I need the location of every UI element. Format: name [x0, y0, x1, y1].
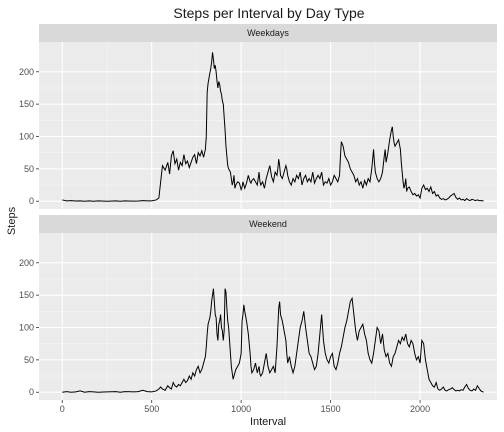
y-tick-label: 100 [19, 132, 34, 142]
y-tick-label: 200 [19, 258, 34, 268]
y-tick-label: 150 [19, 290, 34, 300]
y-tick-label: 0 [29, 387, 34, 397]
y-tick-label: 100 [19, 323, 34, 333]
series-line [62, 52, 484, 202]
y-tick-label: 150 [19, 99, 34, 109]
y-tick-labels: 0 50 100 150 200 [19, 258, 39, 397]
x-tick-label: 0 [60, 404, 65, 414]
y-tick-labels: 0 50 100 150 200 [19, 67, 39, 206]
x-tick-label: 2000 [410, 404, 430, 414]
y-tick-label: 50 [24, 355, 34, 365]
facet-panel-weekend: Weekend 0 50 100 150 200 [19, 215, 497, 400]
facet-strip-label: Weekend [249, 219, 287, 229]
facet-strip [39, 24, 497, 42]
x-tick-label: 1000 [231, 404, 251, 414]
facet-strip [39, 215, 497, 233]
y-tick-label: 0 [29, 196, 34, 206]
panel-background [39, 42, 497, 209]
x-tick-label: 1500 [321, 404, 341, 414]
grid-lines [39, 42, 497, 209]
x-tick-label: 500 [144, 404, 159, 414]
panel-background [39, 233, 497, 400]
y-tick-label: 200 [19, 67, 34, 77]
chart-title: Steps per Interval by Day Type [173, 5, 364, 21]
y-axis-title: Steps [6, 206, 18, 235]
facet-strip-label: Weekdays [247, 28, 289, 38]
facet-panel-weekdays: Weekdays 0 50 100 150 200 [19, 24, 497, 209]
x-axis-title: Interval [250, 416, 286, 428]
y-tick-label: 50 [24, 164, 34, 174]
x-tick-labels: 0 500 1000 1500 2000 [60, 400, 430, 414]
series-line [62, 288, 484, 393]
